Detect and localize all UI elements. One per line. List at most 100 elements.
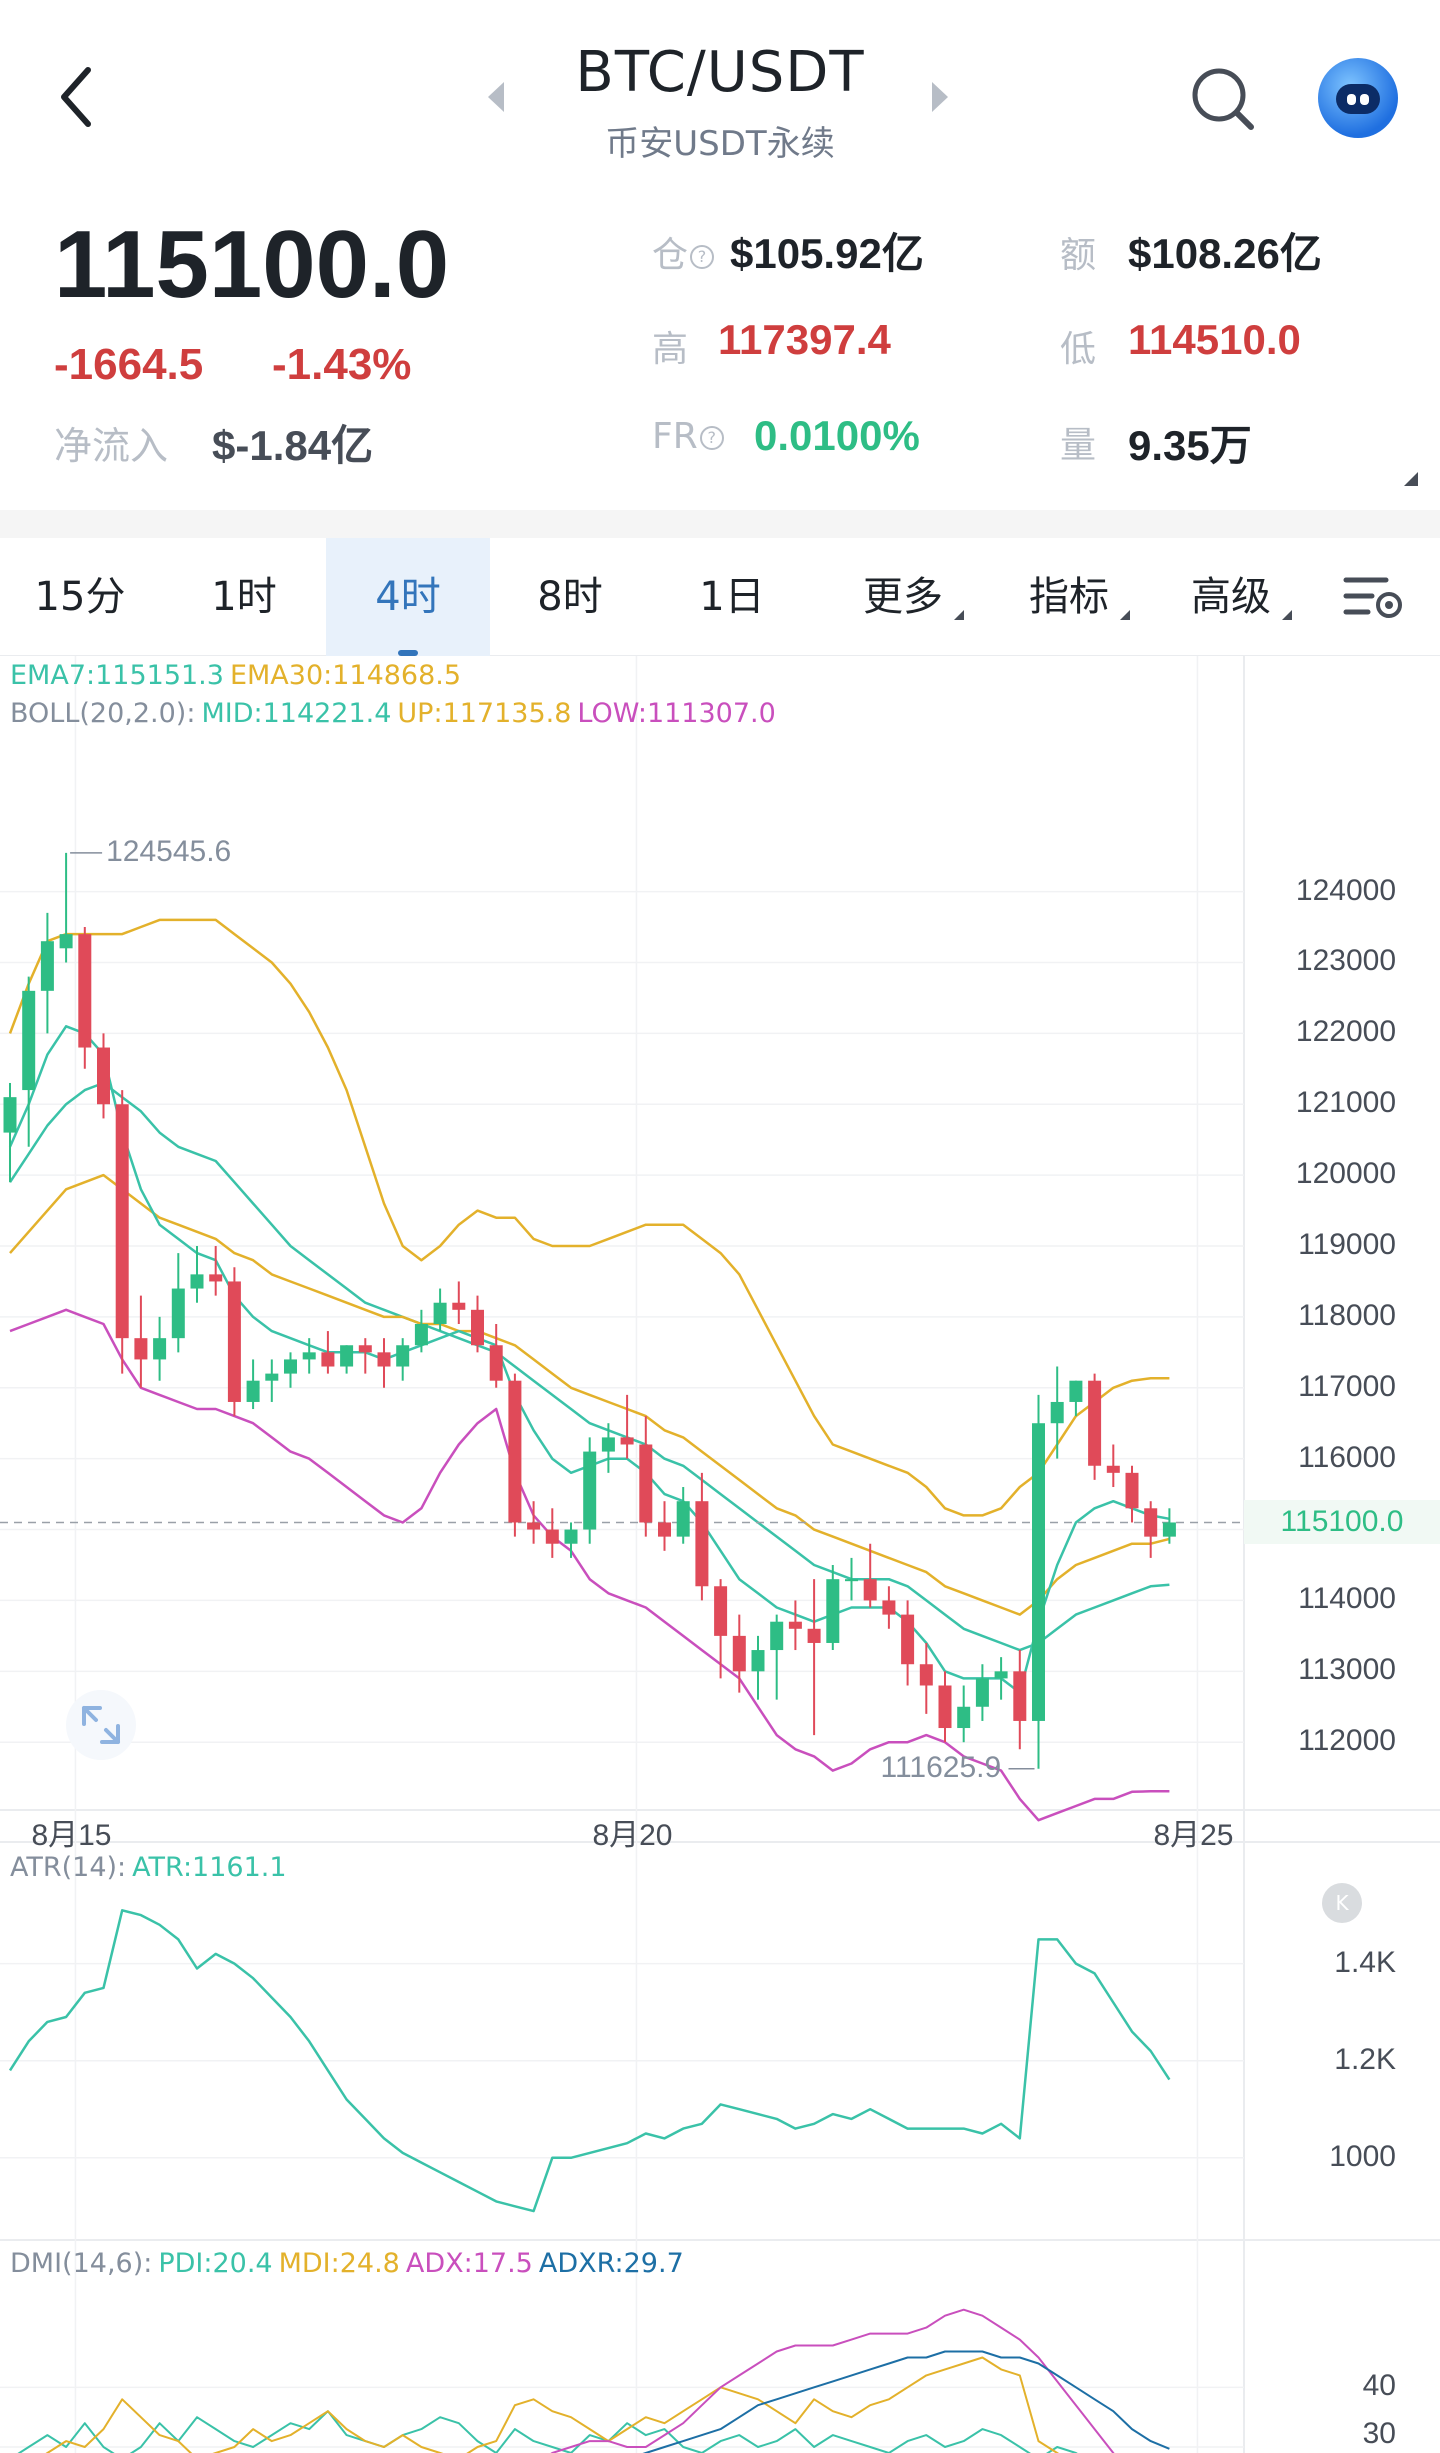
candle-body <box>583 1451 597 1530</box>
max-price-marker: 124545.6 <box>106 834 232 868</box>
time-axis-label: 8月20 <box>592 1819 673 1852</box>
dmi-adxr-line <box>642 2350 1170 2453</box>
price-change: -1664.5 <box>54 340 204 389</box>
candle-body <box>1125 1472 1139 1509</box>
candle-body <box>658 1522 671 1537</box>
low-label: 低 <box>1060 329 1097 370</box>
tab-label: 8时 <box>537 574 603 620</box>
price-axis-label: 117000 <box>1298 1369 1396 1403</box>
candle-body <box>714 1586 728 1636</box>
next-pair-icon[interactable] <box>932 82 948 112</box>
boll-upper-line <box>8 918 1170 1517</box>
dropdown-corner-icon <box>1282 610 1292 620</box>
dmi-pdi-line <box>17 2410 1078 2453</box>
market-subtitle: 币安USDT永续 <box>605 124 835 164</box>
tab-8h[interactable]: 8时 <box>490 538 650 656</box>
last-price: 115100.0 <box>54 211 450 318</box>
tab-label: 1日 <box>699 574 765 620</box>
price-axis-label: 113000 <box>1298 1653 1396 1687</box>
expand-corner-icon[interactable] <box>1404 472 1418 486</box>
atr-value-legend: ATR:1161.1 <box>132 1852 287 1883</box>
candle-body <box>1013 1671 1027 1721</box>
open-interest-value: $105.92亿 <box>730 230 924 277</box>
candle-body <box>22 990 36 1091</box>
boll-legend: BOLL(20,2.0): MID:114221.4 UP:117135.8 LOW:… <box>10 698 782 729</box>
kline-chart[interactable] <box>0 656 1440 2453</box>
funding-rate-label-text: FR <box>652 416 698 457</box>
adxr-legend: ADXR:29.7 <box>538 2248 684 2279</box>
tab-4h[interactable]: 4时 <box>326 538 490 656</box>
tab-1h[interactable]: 1时 <box>164 538 324 656</box>
tab-more[interactable]: 更多 <box>848 538 964 656</box>
candle-body <box>639 1444 653 1523</box>
turnover-label: 额 <box>1060 235 1097 276</box>
candle-body <box>601 1437 615 1452</box>
boll-up-legend: UP:117135.8 <box>397 698 572 729</box>
help-icon[interactable]: ? <box>699 426 724 450</box>
price-axis-label: 119000 <box>1298 1228 1396 1261</box>
candle-body <box>826 1579 840 1643</box>
candle-body <box>564 1529 578 1544</box>
price-axis-label: 118000 <box>1298 1298 1396 1332</box>
open-interest-label[interactable]: 仓? <box>652 226 715 278</box>
candle-body <box>545 1529 559 1544</box>
tab-label: 4时 <box>375 574 441 620</box>
atr-axis-label: 1.2K <box>1334 2042 1396 2076</box>
dmi-axis-label: 40 <box>1362 2369 1396 2403</box>
candle-body <box>1088 1380 1102 1466</box>
dropdown-corner-icon <box>954 610 964 620</box>
boll-low-legend: LOW:111307.0 <box>577 698 776 729</box>
previous-pair-icon[interactable] <box>488 82 504 112</box>
robot-face <box>1336 84 1380 114</box>
mdi-legend: MDI:24.8 <box>278 2248 400 2279</box>
assistant-robot-icon[interactable] <box>1318 58 1398 138</box>
funding-rate-label[interactable]: FR? <box>652 416 724 457</box>
back-arrow-icon[interactable] <box>58 62 98 132</box>
candle-body <box>115 1104 129 1339</box>
open-interest-label-text: 仓 <box>652 235 689 276</box>
candle-body <box>938 1685 952 1729</box>
chart-canvas[interactable] <box>0 656 1440 2453</box>
robot-eye <box>1347 94 1356 105</box>
price-axis-label: 122000 <box>1295 1015 1396 1049</box>
low-value: 114510.0 <box>1128 316 1301 363</box>
candle-body <box>751 1650 765 1672</box>
candle-body <box>340 1345 354 1367</box>
candle-body <box>1050 1401 1064 1424</box>
tab-15m[interactable]: 15分 <box>0 538 160 656</box>
tab-label: 15分 <box>34 574 126 620</box>
chart-settings-icon[interactable] <box>1342 572 1406 622</box>
candle-body <box>452 1302 466 1310</box>
help-icon[interactable]: ? <box>690 245 715 269</box>
dmi-legend: DMI(14,6): PDI:20.4 MDI:24.8 ADX:17.5 ADXR:2… <box>10 2248 690 2279</box>
turnover-value: $108.26亿 <box>1128 230 1322 277</box>
atr-params-legend: ATR(14): <box>10 1852 127 1883</box>
candle-body <box>358 1345 372 1353</box>
pair-title[interactable]: BTC/USDT <box>575 40 865 105</box>
candle-body <box>1162 1522 1176 1537</box>
candle-body <box>59 934 73 949</box>
candle-body <box>433 1302 447 1324</box>
tab-indicators[interactable]: 指标 <box>1014 538 1130 656</box>
boll-mid-line <box>8 1081 1170 1652</box>
price-change-percent: -1.43% <box>272 340 412 389</box>
scroll-to-latest-icon[interactable]: K <box>1322 1883 1362 1923</box>
atr-axis-label: 1000 <box>1329 2139 1396 2173</box>
tab-1d[interactable]: 1日 <box>652 538 812 656</box>
tab-label: 1时 <box>211 574 277 620</box>
candle-body <box>1069 1380 1083 1402</box>
boll-params-legend: BOLL(20,2.0): <box>10 698 196 729</box>
candle-body <box>246 1380 260 1402</box>
candle-body <box>190 1274 204 1289</box>
candle-body <box>1032 1423 1045 1721</box>
candle-body <box>377 1352 391 1367</box>
price-axis-label: 114000 <box>1298 1582 1396 1616</box>
search-icon[interactable] <box>1188 64 1258 134</box>
dmi-adx-line <box>550 2308 1115 2453</box>
candle-body <box>1106 1465 1120 1473</box>
tab-advanced[interactable]: 高级 <box>1176 538 1292 656</box>
expand-chart-icon[interactable] <box>66 1690 136 1760</box>
candle-body <box>695 1501 709 1587</box>
candle-body <box>919 1664 933 1686</box>
tab-label: 指标 <box>1029 574 1109 620</box>
